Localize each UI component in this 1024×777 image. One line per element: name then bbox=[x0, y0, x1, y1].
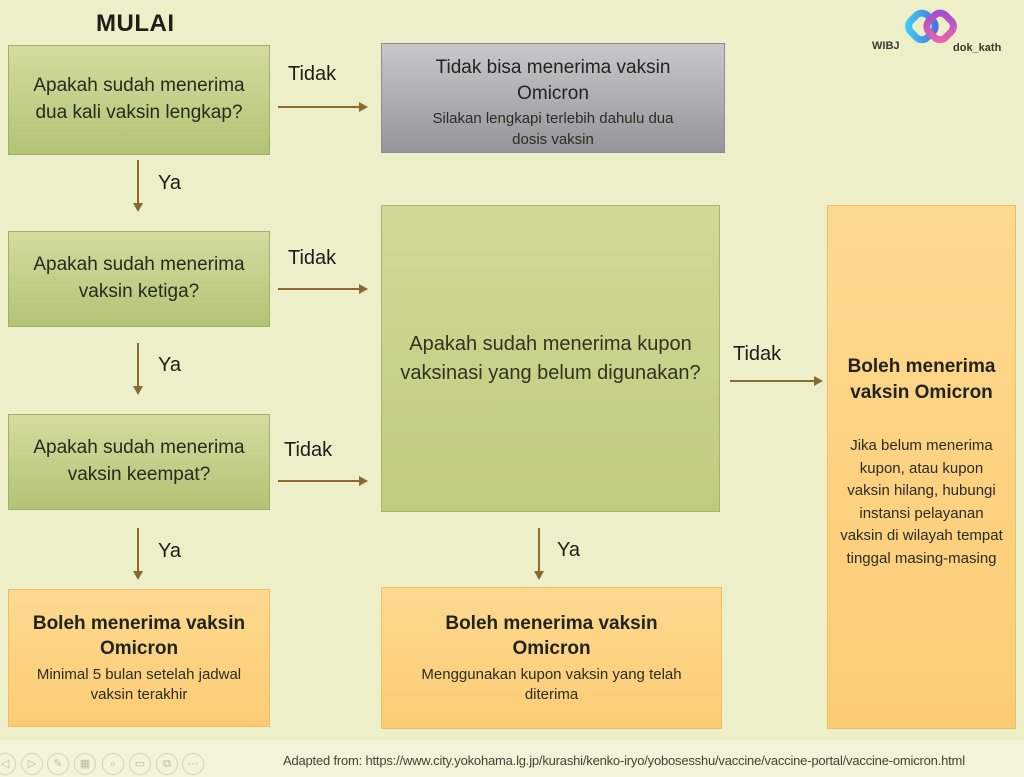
watermark-dok-kath: dok_kath bbox=[953, 42, 1002, 54]
node-question-fourth-dose: Apakah sudah menerima vaksin keempat? bbox=[8, 414, 270, 510]
more-options-icon[interactable]: ⋯ bbox=[182, 753, 204, 775]
arrow-q1-no bbox=[278, 102, 368, 112]
edge-label-no-1: Tidak bbox=[288, 63, 337, 85]
arrow-q3-yes bbox=[133, 528, 143, 580]
node-ok-contact-agency-title: Boleh menerima vaksin Omicron bbox=[847, 356, 996, 403]
edge-label-no-4: Tidak bbox=[733, 343, 782, 365]
next-slide-icon[interactable]: ▷ bbox=[21, 753, 43, 775]
source-attribution: Adapted from: https://www.city.yokohama.… bbox=[283, 753, 965, 768]
arrow-q2-yes bbox=[133, 343, 143, 395]
edge-label-yes-3: Ya bbox=[158, 540, 181, 562]
node-cannot-receive-title: Tidak bisa menerima vaksin Omicron bbox=[435, 57, 671, 104]
watermark-wibj: WIBJ bbox=[872, 40, 900, 52]
pen-icon[interactable]: ✎ bbox=[47, 753, 69, 775]
node-question-two-doses: Apakah sudah menerima dua kali vaksin le… bbox=[8, 45, 270, 155]
node-cannot-receive: Tidak bisa menerima vaksin Omicron Silak… bbox=[381, 43, 725, 153]
node-ok-after-schedule-subtitle: Minimal 5 bulan setelah jadwal vaksin te… bbox=[36, 665, 242, 704]
heart-logo-icon bbox=[903, 6, 959, 63]
node-cannot-receive-subtitle: Silakan lengkapi terlebih dahulu dua dos… bbox=[432, 110, 674, 148]
node-question-coupon-text: Apakah sudah menerima kupon vaksinasi ya… bbox=[400, 332, 701, 384]
edge-label-yes-1: Ya bbox=[158, 172, 181, 194]
node-ok-contact-agency: Boleh menerima vaksin Omicron Jika belum… bbox=[827, 205, 1016, 729]
node-question-fourth-dose-text: Apakah sudah menerima vaksin keempat? bbox=[33, 437, 245, 485]
display-settings-icon[interactable]: ⧉ bbox=[156, 753, 178, 775]
arrow-q4-no bbox=[730, 376, 823, 386]
edge-label-yes-2: Ya bbox=[158, 354, 181, 376]
edge-label-no-2: Tidak bbox=[288, 247, 337, 269]
arrow-q1-yes bbox=[133, 160, 143, 212]
captions-icon[interactable]: ▭ bbox=[129, 753, 151, 775]
node-question-third-dose-text: Apakah sudah menerima vaksin ketiga? bbox=[33, 254, 245, 302]
previous-slide-icon[interactable]: ◁ bbox=[0, 753, 16, 775]
arrow-q2-no bbox=[278, 284, 368, 294]
node-question-coupon: Apakah sudah menerima kupon vaksinasi ya… bbox=[381, 205, 720, 512]
zoom-icon[interactable]: ⌕ bbox=[102, 753, 124, 775]
page-title: MULAI bbox=[96, 10, 175, 37]
node-question-third-dose: Apakah sudah menerima vaksin ketiga? bbox=[8, 231, 270, 327]
edge-label-no-3: Tidak bbox=[284, 439, 333, 461]
arrow-q3-no bbox=[278, 476, 368, 486]
node-ok-contact-agency-subtitle: Jika belum menerima kupon, atau kupon va… bbox=[840, 437, 1003, 567]
node-ok-after-schedule-title: Boleh menerima vaksin Omicron bbox=[32, 612, 246, 660]
all-slides-icon[interactable]: ▦ bbox=[74, 753, 96, 775]
edge-label-yes-4: Ya bbox=[557, 539, 580, 561]
node-question-two-doses-text: Apakah sudah menerima dua kali vaksin le… bbox=[33, 75, 245, 123]
node-ok-after-schedule: Boleh menerima vaksin Omicron Minimal 5 … bbox=[8, 589, 270, 727]
arrow-q4-yes bbox=[534, 528, 544, 580]
node-ok-use-coupon-subtitle: Menggunakan kupon vaksin yang telah dite… bbox=[421, 665, 682, 704]
node-ok-use-coupon: Boleh menerima vaksin Omicron Menggunaka… bbox=[381, 587, 722, 729]
node-ok-use-coupon-title: Boleh menerima vaksin Omicron bbox=[445, 612, 658, 660]
